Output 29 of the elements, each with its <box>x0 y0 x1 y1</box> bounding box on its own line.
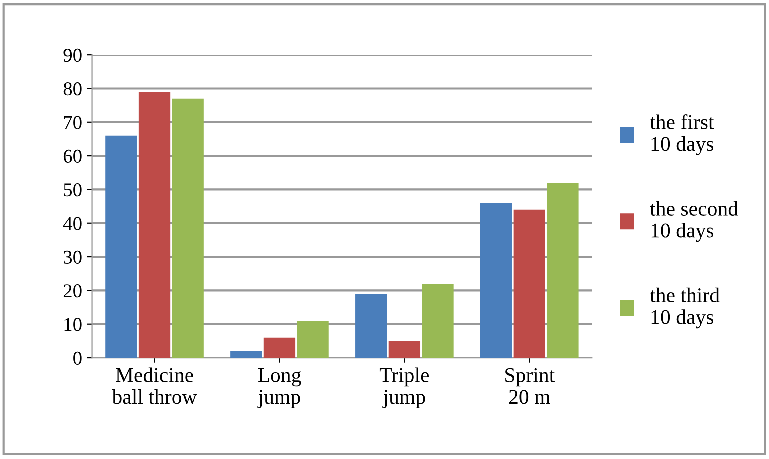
bar <box>138 92 171 358</box>
bar <box>264 338 296 358</box>
legend-label: the third 10 days <box>650 288 720 329</box>
bar <box>297 320 329 358</box>
bar <box>172 98 204 358</box>
bar <box>514 210 546 358</box>
x-tick-label: Medicine ball throw <box>112 368 198 404</box>
bar <box>106 136 138 358</box>
y-tick-label: 10 <box>64 318 82 332</box>
bar <box>356 294 388 358</box>
y-tick-label: 30 <box>64 250 82 264</box>
y-tick-label: 50 <box>64 184 82 197</box>
bar <box>230 351 262 358</box>
bar <box>480 203 512 358</box>
y-tick-label: 70 <box>64 116 82 130</box>
legend-label: the second 10 days <box>650 201 738 242</box>
y-tick-label: 0 <box>74 352 82 365</box>
y-tick-label: 20 <box>64 284 82 298</box>
y-tick-label: 60 <box>64 150 82 163</box>
y-tick-label: 80 <box>64 82 82 96</box>
bar <box>547 182 579 358</box>
x-tick-label: Long jump <box>258 368 302 408</box>
y-tick-label: 90 <box>64 48 82 62</box>
bar <box>388 341 421 358</box>
y-tick-label: 40 <box>63 217 82 230</box>
bar <box>422 284 454 358</box>
x-tick-label: Triple jump <box>380 368 430 408</box>
x-tick-label: Sprint 20 m <box>506 368 555 404</box>
legend-label: the first 10 days <box>650 114 714 156</box>
